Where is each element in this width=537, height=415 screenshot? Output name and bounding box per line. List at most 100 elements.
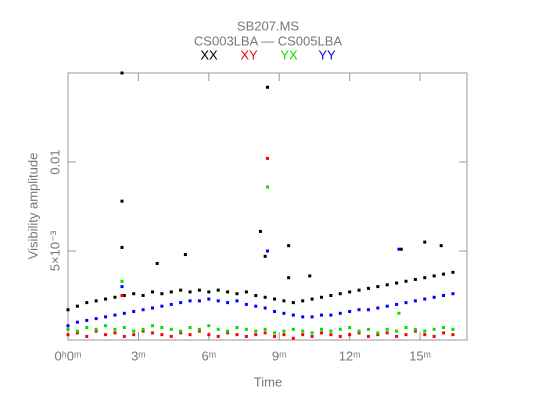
point — [385, 283, 389, 287]
point — [291, 336, 295, 340]
point — [122, 334, 126, 338]
chart-subtitle: CS003LBA — CS005LBA — [194, 33, 342, 48]
point — [338, 292, 342, 296]
point — [141, 327, 145, 331]
point — [226, 329, 230, 333]
point — [432, 274, 436, 278]
point — [266, 249, 269, 253]
point — [188, 290, 192, 294]
point — [169, 327, 173, 331]
point — [376, 333, 380, 337]
point — [291, 327, 295, 331]
point — [160, 326, 164, 330]
point — [442, 331, 446, 335]
point — [376, 331, 380, 335]
point — [442, 294, 446, 297]
point — [226, 290, 230, 294]
point — [244, 327, 248, 331]
point — [141, 329, 145, 333]
point — [179, 329, 183, 333]
point — [179, 301, 183, 305]
point — [104, 297, 108, 301]
point — [85, 334, 89, 338]
point — [113, 331, 117, 335]
point — [169, 302, 173, 306]
point — [235, 326, 239, 330]
point — [120, 199, 124, 203]
point — [197, 329, 201, 333]
point — [122, 311, 126, 315]
point — [395, 281, 399, 285]
point — [310, 315, 314, 319]
point — [66, 308, 70, 312]
point — [395, 334, 399, 338]
point — [235, 299, 239, 303]
point — [75, 304, 79, 308]
point — [385, 327, 389, 331]
point — [266, 185, 269, 189]
point — [226, 301, 230, 305]
point — [66, 324, 70, 328]
point — [150, 306, 154, 310]
point — [310, 297, 314, 301]
x-axis-label: Time — [254, 374, 282, 389]
point — [366, 286, 370, 290]
legend-label: XY — [240, 47, 258, 62]
point — [94, 329, 98, 333]
point — [301, 315, 305, 319]
point — [291, 313, 295, 317]
point — [404, 279, 408, 283]
point — [132, 333, 136, 337]
point — [120, 71, 124, 75]
plot-frame — [67, 72, 468, 341]
point — [120, 245, 124, 249]
point — [263, 295, 267, 299]
point — [197, 288, 201, 292]
point — [104, 324, 108, 328]
point — [120, 294, 124, 297]
chart-title: SB207.MS — [237, 18, 299, 33]
point — [113, 313, 117, 317]
point — [122, 326, 126, 330]
point — [404, 301, 408, 305]
point — [104, 333, 108, 337]
point — [160, 304, 164, 308]
point — [113, 327, 117, 331]
point — [155, 261, 159, 265]
point — [357, 331, 361, 335]
point — [413, 299, 417, 303]
point — [451, 270, 455, 274]
x-tick-label: 15ᵐ — [409, 348, 431, 363]
point — [366, 334, 370, 338]
point — [254, 329, 258, 333]
point — [85, 318, 89, 322]
point — [75, 320, 79, 324]
point — [273, 334, 277, 338]
point — [423, 297, 427, 301]
point — [423, 333, 427, 337]
point — [329, 313, 333, 317]
point — [150, 331, 154, 335]
point — [329, 333, 333, 337]
x-tick-label: 12ᵐ — [339, 348, 361, 363]
point — [235, 333, 239, 337]
point — [413, 329, 417, 333]
point — [287, 244, 291, 248]
point — [197, 327, 201, 331]
point — [395, 302, 399, 306]
point — [150, 290, 154, 294]
point — [244, 290, 248, 294]
legend-label: YX — [280, 47, 298, 62]
point — [179, 288, 183, 292]
point — [291, 301, 295, 305]
point — [308, 274, 312, 278]
point — [385, 331, 389, 335]
y-axis-label: Visibility amplitude — [25, 153, 40, 260]
point — [244, 334, 248, 338]
point — [120, 285, 124, 289]
point — [263, 331, 267, 335]
point — [319, 331, 323, 335]
point — [94, 327, 98, 331]
point — [366, 308, 370, 312]
y-tick-label: 5×10⁻³ — [47, 230, 62, 271]
